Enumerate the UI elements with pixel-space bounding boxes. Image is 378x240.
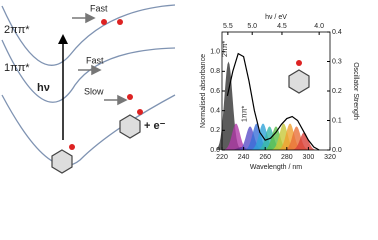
ring <box>288 69 310 94</box>
spectrum-molecule <box>288 60 310 94</box>
state-label: 1ππ* <box>4 62 30 74</box>
y2-tick-label: 0.0 <box>332 147 342 154</box>
x2-tick-label: 4.0 <box>314 23 324 30</box>
energy-diagram <box>1 4 176 166</box>
x-tick-label: 320 <box>324 154 336 161</box>
x2-axis-title: hν / eV <box>265 14 287 21</box>
figure: 2ππ* 1ππ* hν Fast Fast Slow + e⁻ 220 240 2… <box>1 3 359 174</box>
oxygen <box>69 144 75 150</box>
y2-tick-label: 0.3 <box>332 58 342 65</box>
arrow-head <box>117 94 128 106</box>
ring <box>51 149 73 174</box>
rate-label: Slow <box>84 86 104 96</box>
y-tick-label: 0.6 <box>210 88 220 95</box>
absorbance-line <box>226 52 320 151</box>
transition-band <box>292 132 317 150</box>
rate-label: Fast <box>90 3 108 13</box>
x-axis-title: Wavelength / nm <box>250 164 302 171</box>
surface-curve <box>1 94 176 166</box>
excitation-label: hν <box>37 82 50 94</box>
x-tick-label: 280 <box>281 154 293 161</box>
y-tick-label: 0.8 <box>210 68 220 75</box>
y2-tick-label: 0.4 <box>332 29 342 36</box>
oxygen <box>296 60 302 66</box>
arrows <box>72 12 128 106</box>
y-tick-label: 1.0 <box>210 49 220 56</box>
oxygen <box>127 94 133 100</box>
annotation: 2ππ* <box>222 40 229 57</box>
x2-tick-label: 5.0 <box>247 23 257 30</box>
x2-tick-label: 5.5 <box>223 23 233 30</box>
arrow-head <box>58 34 68 44</box>
surface-curve <box>1 39 176 103</box>
x-tick-label: 260 <box>259 154 271 161</box>
arrow-head <box>85 12 96 24</box>
x-tick-label: 220 <box>216 154 228 161</box>
phenol-molecule <box>51 19 143 174</box>
y-tick-label: 0.2 <box>210 127 220 134</box>
rate-label: Fast <box>86 55 104 65</box>
y-tick-label: 0.4 <box>210 108 220 115</box>
surface-curve <box>1 4 176 66</box>
x-tick-label: 300 <box>303 154 315 161</box>
x-tick-label: 240 <box>238 154 250 161</box>
state-label: 2ππ* <box>4 24 30 36</box>
x2-tick-label: 4.5 <box>277 23 287 30</box>
oxygen <box>137 109 143 115</box>
oxygen <box>101 19 107 25</box>
y2-tick-label: 0.1 <box>332 117 342 124</box>
annotation: 1ππ* <box>242 105 249 122</box>
arrow-head <box>91 64 102 76</box>
y-axis-title: Normalised absorbance <box>200 54 207 128</box>
oxygen <box>117 19 123 25</box>
ring <box>119 114 141 139</box>
y2-tick-label: 0.2 <box>332 88 342 95</box>
electron-label: + e⁻ <box>144 120 166 132</box>
y2-axis-title: Oscillator Strength <box>352 62 359 120</box>
transition-band <box>224 123 249 150</box>
y-tick-label: 0.0 <box>210 147 220 154</box>
